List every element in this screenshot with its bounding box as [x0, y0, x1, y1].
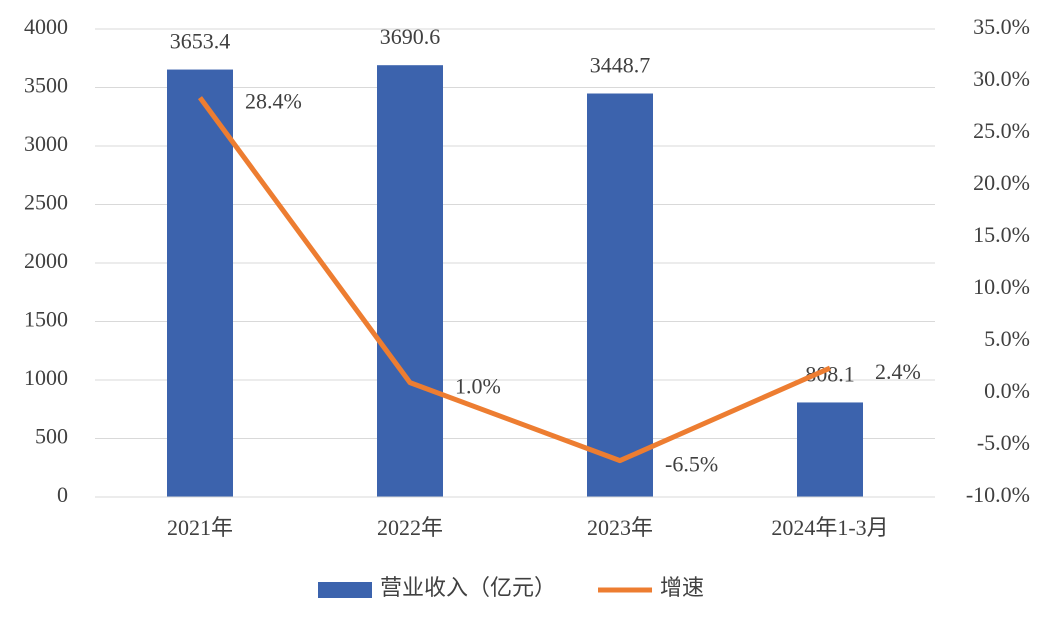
- bar: [587, 93, 653, 497]
- x-tick-label: 2024年1-3月: [771, 515, 888, 540]
- y2-tick-label: 10.0%: [973, 274, 1030, 299]
- y-tick-label: 2500: [24, 190, 68, 215]
- y2-tick-label: 35.0%: [973, 14, 1030, 39]
- legend-label: 增速: [660, 575, 704, 600]
- legend-swatch: [318, 582, 372, 598]
- legend-label: 营业收入（亿元）: [380, 575, 556, 600]
- y2-tick-label: -5.0%: [977, 430, 1030, 455]
- y-tick-label: 2000: [24, 248, 68, 273]
- y2-tick-label: 30.0%: [973, 66, 1030, 91]
- y2-tick-label: 25.0%: [973, 118, 1030, 143]
- bar: [377, 65, 443, 497]
- y-tick-label: 3000: [24, 131, 68, 156]
- bar-value-label: 3690.6: [380, 24, 441, 49]
- y2-tick-label: 15.0%: [973, 222, 1030, 247]
- y2-tick-label: 5.0%: [984, 326, 1030, 351]
- x-tick-label: 2021年: [167, 515, 233, 540]
- bar-value-label: 3653.4: [170, 29, 231, 54]
- bar: [167, 69, 233, 498]
- y-tick-label: 0: [57, 482, 68, 507]
- y-tick-label: 1000: [24, 365, 68, 390]
- bar: [797, 402, 863, 497]
- y-tick-label: 4000: [24, 14, 68, 39]
- x-tick-label: 2022年: [377, 515, 443, 540]
- y2-tick-label: 0.0%: [984, 378, 1030, 403]
- x-tick-label: 2023年: [587, 515, 653, 540]
- line-value-label: 28.4%: [245, 89, 302, 114]
- y2-tick-label: -10.0%: [966, 482, 1030, 507]
- line-value-label: 1.0%: [455, 374, 501, 399]
- line-value-label: 2.4%: [875, 359, 921, 384]
- line: [197, 96, 832, 464]
- y-tick-label: 3500: [24, 73, 68, 98]
- y-tick-label: 1500: [24, 307, 68, 332]
- y2-tick-label: 20.0%: [973, 170, 1030, 195]
- bar-value-label: 3448.7: [590, 53, 651, 78]
- line-value-label: -6.5%: [665, 452, 718, 477]
- y-tick-label: 500: [35, 424, 68, 449]
